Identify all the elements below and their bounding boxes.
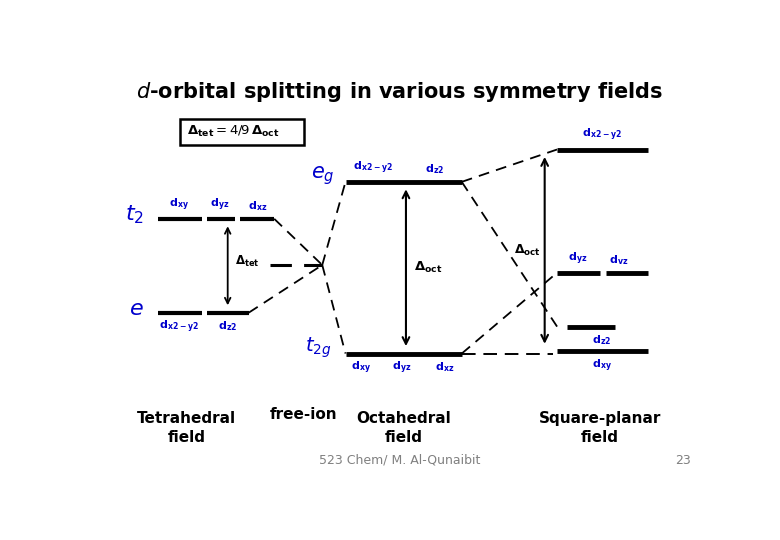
Text: $\mathbf{d_{yz}}$: $\mathbf{d_{yz}}$ [211, 196, 229, 213]
Text: $\boldsymbol{\Delta}_{\mathbf{oct}}$: $\boldsymbol{\Delta}_{\mathbf{oct}}$ [413, 260, 442, 275]
Text: $\mathbf{d_{z2}}$: $\mathbf{d_{z2}}$ [592, 333, 612, 347]
Text: $\boldsymbol{\Delta}_{\mathbf{oct}}$: $\boldsymbol{\Delta}_{\mathbf{oct}}$ [514, 243, 541, 258]
Text: 523 Chem/ M. Al-Qunaibit: 523 Chem/ M. Al-Qunaibit [319, 454, 480, 467]
Text: $\boldsymbol{\Delta}_{\mathbf{tet}}$: $\boldsymbol{\Delta}_{\mathbf{tet}}$ [236, 254, 260, 269]
Text: $\mathbf{d_{x2-y2}}$: $\mathbf{d_{x2-y2}}$ [353, 159, 392, 176]
Text: Tetrahedral
field: Tetrahedral field [137, 411, 236, 445]
Text: $\mathit{e}_g$: $\mathit{e}_g$ [311, 164, 335, 187]
Text: $\mathit{t}_2$: $\mathit{t}_2$ [125, 204, 144, 226]
Text: $\mathbf{d_{xy}}$: $\mathbf{d_{xy}}$ [169, 196, 189, 213]
Text: $\mathbf{d_{yz}}$: $\mathbf{d_{yz}}$ [392, 360, 412, 376]
Text: $\mathbf{d_{vz}}$: $\mathbf{d_{vz}}$ [609, 253, 629, 267]
Text: $\mathbf{d_{xz}}$: $\mathbf{d_{xz}}$ [435, 360, 455, 374]
Text: $\mathbf{d_{xy}}$: $\mathbf{d_{xy}}$ [592, 357, 612, 374]
Text: $\boldsymbol{\Delta}_{\mathbf{tet}}$$= 4/9\,\boldsymbol{\Delta}_{\mathbf{oct}}$: $\boldsymbol{\Delta}_{\mathbf{tet}}$$= 4… [187, 124, 280, 139]
Text: $\mathbf{d_{z2}}$: $\mathbf{d_{z2}}$ [425, 162, 445, 176]
Text: Square-planar
field: Square-planar field [538, 411, 661, 445]
Text: $\mathbf{d_{z2}}$: $\mathbf{d_{z2}}$ [218, 319, 237, 333]
Text: $\mathit{d}$-orbital splitting in various symmetry fields: $\mathit{d}$-orbital splitting in variou… [136, 80, 663, 104]
Text: $\mathbf{d_{xy}}$: $\mathbf{d_{xy}}$ [351, 360, 371, 376]
Text: $\mathit{e}$: $\mathit{e}$ [129, 299, 144, 319]
Text: $\mathit{t}_{2g}$: $\mathit{t}_{2g}$ [305, 335, 332, 360]
Text: Octahedral
field: Octahedral field [356, 411, 451, 445]
Text: $\mathbf{d_{yz}}$: $\mathbf{d_{yz}}$ [569, 251, 587, 267]
Text: $\mathbf{d_{x2-y2}}$: $\mathbf{d_{x2-y2}}$ [159, 319, 199, 335]
Text: $\mathbf{d_{x2-y2}}$: $\mathbf{d_{x2-y2}}$ [582, 127, 622, 143]
Text: free-ion: free-ion [270, 408, 337, 422]
FancyBboxPatch shape [179, 119, 303, 145]
Text: 23: 23 [675, 454, 690, 467]
Text: $\mathbf{d_{xz}}$: $\mathbf{d_{xz}}$ [248, 199, 268, 213]
